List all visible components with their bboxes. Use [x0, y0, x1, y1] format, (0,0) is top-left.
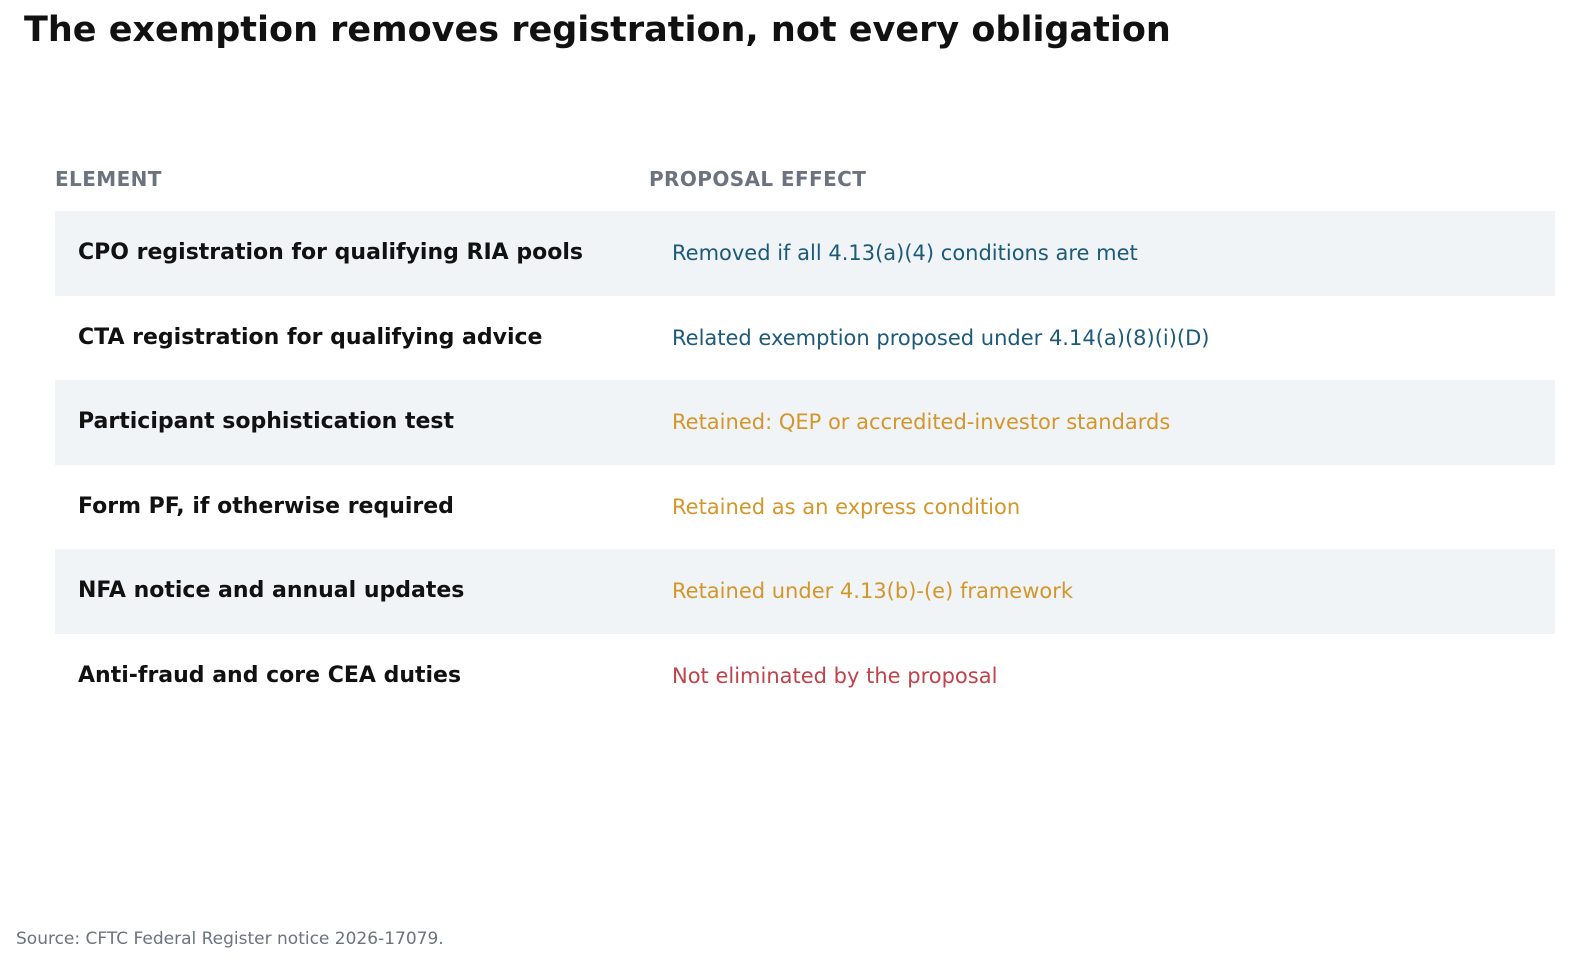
element-cell: NFA notice and annual updates — [78, 578, 465, 604]
column-header-proposal-effect: PROPOSAL EFFECT — [649, 167, 867, 191]
proposal-effect-cell: Not eliminated by the proposal — [672, 663, 998, 688]
element-cell: CTA registration for qualifying advice — [78, 324, 543, 350]
table-body: CPO registration for qualifying RIA pool… — [55, 211, 1555, 718]
table-row: NFA notice and annual updates Retained un… — [55, 549, 1555, 634]
chart-title: The exemption removes registration, not … — [24, 10, 1171, 50]
table-header-row: ELEMENT PROPOSAL EFFECT — [55, 166, 1555, 211]
table-row: CTA registration for qualifying advice Re… — [55, 296, 1555, 381]
comparison-table: ELEMENT PROPOSAL EFFECT CPO registration… — [55, 166, 1555, 718]
table-row: Anti-fraud and core CEA duties Not elimin… — [55, 634, 1555, 719]
element-cell: Form PF, if otherwise required — [78, 493, 454, 519]
proposal-effect-cell: Retained: QEP or accredited-investor sta… — [672, 410, 1171, 435]
table-row: CPO registration for qualifying RIA pool… — [55, 211, 1555, 296]
proposal-effect-cell: Retained under 4.13(b)-(e) framework — [672, 579, 1074, 604]
element-cell: Anti-fraud and core CEA duties — [78, 662, 462, 688]
proposal-effect-cell: Related exemption proposed under 4.14(a)… — [672, 325, 1210, 350]
column-header-element: ELEMENT — [55, 167, 162, 191]
element-cell: Participant sophistication test — [78, 409, 455, 435]
source-note: Source: CFTC Federal Register notice 202… — [16, 929, 444, 949]
proposal-effect-cell: Retained as an express condition — [672, 494, 1021, 519]
table-row: Form PF, if otherwise required Retained a… — [55, 465, 1555, 550]
proposal-effect-cell: Removed if all 4.13(a)(4) conditions are… — [672, 241, 1138, 266]
element-cell: CPO registration for qualifying RIA pool… — [78, 240, 583, 266]
table-row: Participant sophistication test Retained:… — [55, 380, 1555, 465]
